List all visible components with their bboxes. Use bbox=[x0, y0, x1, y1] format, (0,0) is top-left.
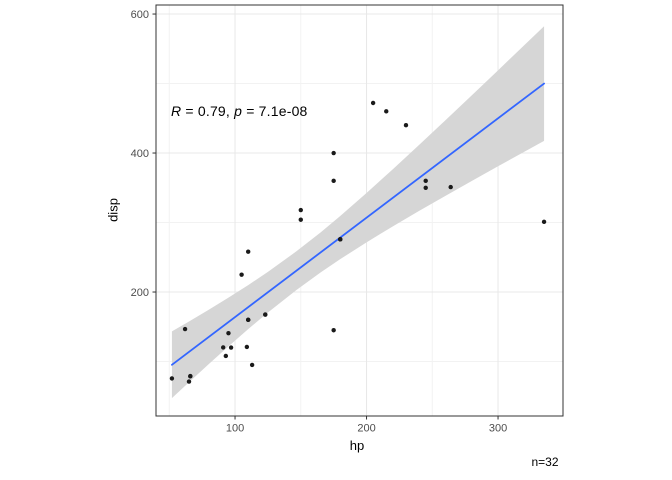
data-point bbox=[331, 178, 336, 184]
data-point bbox=[223, 353, 229, 359]
regression-line bbox=[171, 82, 545, 366]
panel-border bbox=[155, 4, 564, 417]
data-point bbox=[186, 379, 192, 384]
data-point bbox=[245, 317, 251, 323]
x-tick-label: 200 bbox=[357, 423, 375, 435]
data-point bbox=[370, 100, 376, 106]
annotation-r-value: = 0.79, bbox=[181, 103, 235, 119]
y-tick-label: 200 bbox=[131, 287, 149, 299]
data-point bbox=[239, 272, 244, 277]
data-point bbox=[169, 376, 175, 381]
data-point bbox=[331, 328, 336, 333]
data-point bbox=[263, 312, 268, 317]
data-point bbox=[249, 362, 255, 368]
x-tick-label: 300 bbox=[489, 423, 507, 435]
correlation-annotation: R = 0.79, p = 7.1e-08 bbox=[171, 103, 308, 119]
sample-size-label: n=32 bbox=[531, 455, 559, 469]
data-point bbox=[226, 330, 231, 336]
y-axis-title: disp bbox=[105, 198, 121, 222]
annotation-p-symbol: p bbox=[234, 103, 243, 119]
data-point bbox=[384, 109, 389, 114]
data-point bbox=[403, 123, 409, 128]
data-point bbox=[220, 345, 226, 350]
data-point bbox=[245, 249, 251, 254]
annotation-p-value: = 7.1e-08 bbox=[242, 103, 308, 119]
data-point bbox=[423, 178, 428, 184]
data-point bbox=[338, 237, 343, 242]
confidence-ribbon bbox=[171, 26, 545, 399]
data-point bbox=[448, 184, 453, 190]
data-point bbox=[188, 373, 193, 379]
data-point bbox=[244, 344, 250, 350]
data-point bbox=[298, 217, 303, 222]
x-tick-label: 100 bbox=[226, 423, 244, 435]
data-point bbox=[228, 345, 234, 350]
annotation-r-symbol: R bbox=[171, 103, 182, 119]
x-axis-title: hp bbox=[349, 438, 365, 453]
data-point bbox=[331, 150, 336, 156]
data-point bbox=[298, 207, 303, 213]
data-point bbox=[541, 219, 547, 225]
data-point bbox=[423, 185, 428, 190]
y-tick-label: 400 bbox=[131, 148, 149, 160]
data-point bbox=[182, 326, 188, 332]
y-tick-label: 600 bbox=[131, 9, 149, 21]
